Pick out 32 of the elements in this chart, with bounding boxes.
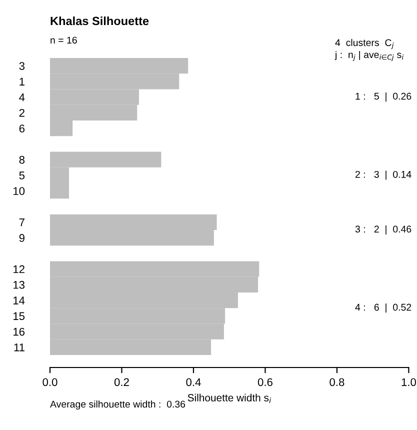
- y-tick-label: 3: [19, 62, 25, 70]
- annotation: j : n$_{j}$ | ave$_{i∈Cj}$ s$_{i}$: [334, 50, 404, 61]
- y-tick-label: 12: [13, 265, 24, 274]
- y-tick-label: 8: [19, 156, 25, 164]
- y-tick-label: 15: [13, 312, 25, 320]
- text: Average silhouette width : 0.36: [50, 400, 186, 410]
- x-axis-title: Silhouette width s$_{i}$: [188, 394, 272, 404]
- text: 4 clusters C$_{j}$: [335, 38, 394, 49]
- y-tick-label: 5: [19, 172, 25, 180]
- y-tick-label: 9: [19, 234, 24, 242]
- x-tick-label: 1.0: [402, 378, 416, 386]
- y-tick-label: 16: [13, 328, 25, 336]
- y-tick-label: 4: [19, 93, 25, 102]
- y-tick-label: 10: [13, 187, 25, 196]
- y-tick-label: 2: [19, 108, 24, 117]
- annotation: 3 : 2 | 0.46: [355, 225, 412, 234]
- x-tick-label: 0.6: [258, 378, 272, 386]
- y-tick-label: 7: [19, 218, 24, 226]
- x-tick-label: 0.4: [186, 378, 201, 386]
- annotation: 1 : 5 | 0.26: [356, 92, 412, 102]
- y-tick-label: 14: [13, 296, 25, 304]
- annotation: 4 : 6 | 0.52: [355, 304, 412, 313]
- y-tick-label: 6: [19, 124, 25, 132]
- y-tick-label: 11: [14, 344, 24, 352]
- x-tick-label: 0.2: [114, 378, 129, 386]
- x-tick-label: 0.0: [42, 378, 58, 386]
- chart-title: Khalas Silhouette: [50, 16, 149, 26]
- x-tick-label: 0.8: [330, 378, 344, 386]
- text: n = 16: [50, 36, 77, 44]
- y-tick-label: 1: [20, 78, 24, 86]
- y-tick-label: 13: [13, 280, 25, 289]
- annotation: 2 : 3 | 0.14: [355, 170, 412, 180]
